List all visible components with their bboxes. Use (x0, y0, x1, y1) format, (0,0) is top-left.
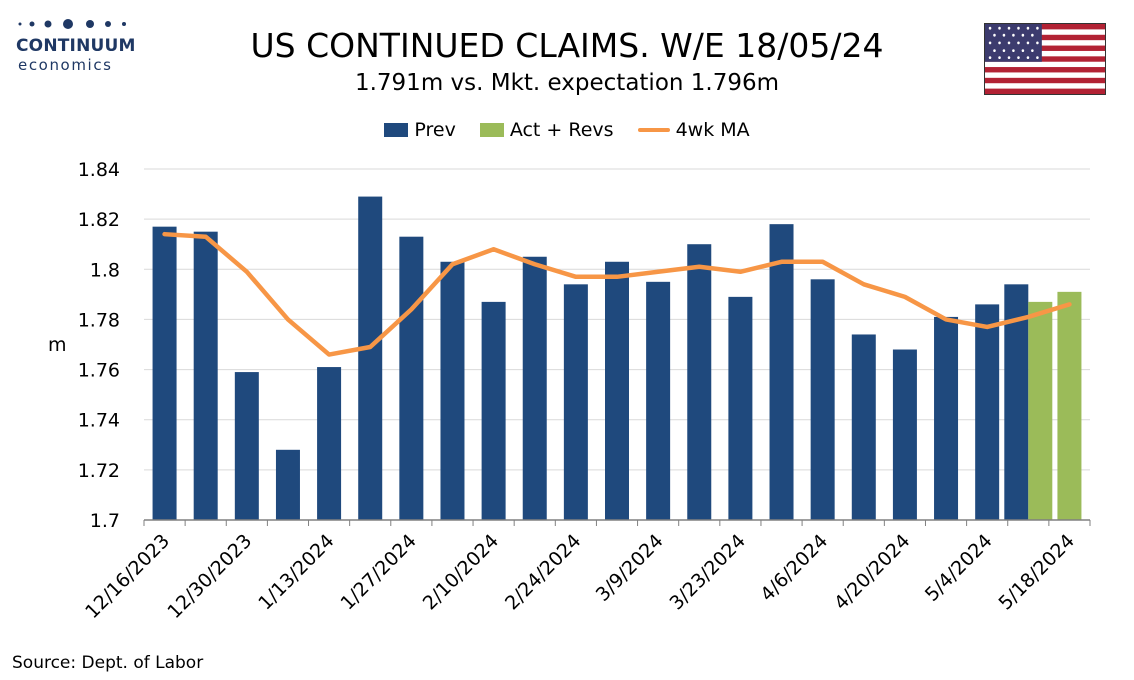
legend-swatch-4wk-ma (637, 128, 670, 132)
legend-swatch-prev (384, 123, 409, 137)
bar-prev (975, 304, 1000, 520)
y-tick-label: 1.82 (78, 209, 120, 231)
logo-name: CONTINUUM (16, 36, 136, 56)
bar-prev (399, 236, 424, 520)
ma-line (162, 231, 1072, 357)
bar-prev (152, 226, 177, 520)
x-tick-label: 12/30/2023 (163, 530, 256, 623)
y-tick-label: 1.74 (78, 410, 120, 432)
legend-item-4wk-ma: 4wk MA (637, 119, 750, 141)
x-tick-label: 1/27/2024 (336, 530, 420, 614)
bar-prev (193, 231, 218, 520)
bar-act-revs (1028, 301, 1053, 520)
x-tick-label: 2/24/2024 (501, 530, 585, 614)
y-tick-label: 1.84 (78, 159, 120, 181)
x-tick-label: 4/20/2024 (830, 530, 914, 614)
y-tick-label: 1.7 (90, 510, 120, 532)
legend-item-act-revs: Act + Revs (479, 119, 614, 141)
bar-prev (522, 256, 547, 520)
legend-label-act-revs: Act + Revs (509, 119, 614, 141)
x-tick-label: 12/16/2023 (81, 530, 174, 623)
logo-dots-icon (18, 19, 126, 29)
chart-title: US CONTINUED CLAIMS. W/E 18/05/24 (250, 26, 884, 65)
bar-prev (934, 316, 959, 520)
x-tick-label: 3/9/2024 (592, 530, 668, 606)
x-tick-label: 3/23/2024 (665, 530, 749, 614)
bar-prev (275, 449, 300, 520)
y-tick-label: 1.72 (78, 460, 120, 482)
bar-prev (234, 372, 259, 520)
logo-subname: economics (18, 56, 113, 74)
bar-prev (358, 196, 383, 521)
continuum-logo: CONTINUUM economics (14, 14, 135, 74)
y-axis-label: m (48, 334, 67, 356)
legend-item-prev: Prev (384, 119, 456, 141)
bar-prev (563, 284, 588, 520)
bar-prev (769, 224, 794, 520)
bar-prev (440, 261, 465, 520)
bar-prev (687, 244, 712, 520)
chart-subtitle: 1.791m vs. Mkt. expectation 1.796m (354, 70, 780, 96)
x-tick-label: 4/6/2024 (756, 530, 832, 606)
x-tick-label: 5/4/2024 (921, 530, 997, 606)
bar-prev (728, 296, 753, 520)
y-tick-label: 1.8 (90, 259, 120, 281)
bar-prev (851, 334, 876, 520)
bar-prev (892, 349, 917, 520)
legend-label-prev: Prev (414, 119, 456, 141)
bar-prev (810, 279, 835, 520)
bar-prev (317, 367, 342, 520)
bar-act-revs (1057, 291, 1082, 520)
x-tick-label: 1/13/2024 (254, 530, 338, 614)
bar-prev (605, 261, 629, 520)
chart-legend: Prev Act + Revs 4wk MA (0, 119, 1134, 141)
legend-swatch-act-revs (479, 123, 504, 137)
x-tick-label: 5/18/2024 (995, 530, 1079, 614)
bar-prev (481, 301, 506, 520)
y-tick-label: 1.76 (78, 360, 120, 382)
x-tick-label: 2/10/2024 (419, 530, 503, 614)
y-tick-label: 1.78 (78, 309, 120, 331)
bar-prev (646, 281, 671, 520)
us-flag-icon (984, 23, 1106, 95)
legend-label-4wk-ma: 4wk MA (675, 119, 750, 141)
source-note: Source: Dept. of Labor (12, 653, 204, 673)
